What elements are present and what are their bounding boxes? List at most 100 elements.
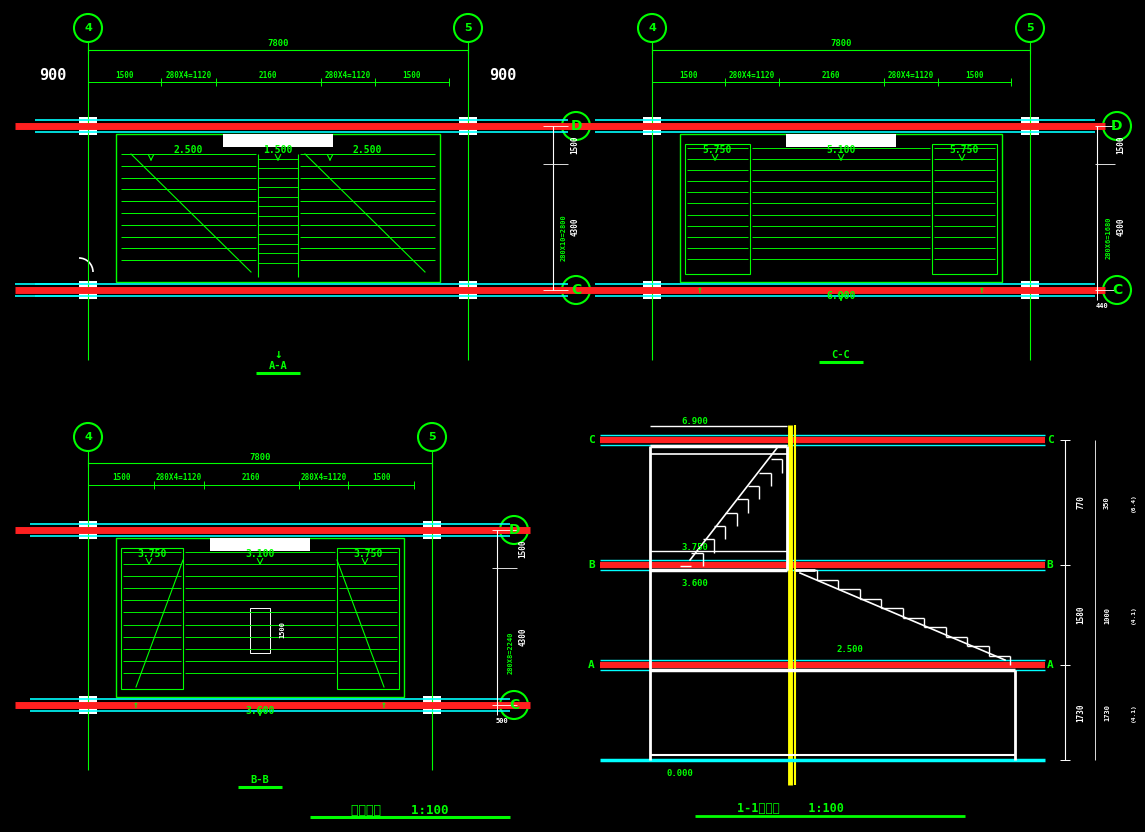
Bar <box>680 134 1002 282</box>
Text: D: D <box>1112 119 1123 133</box>
Text: 280X6=1680: 280X6=1680 <box>1106 217 1112 260</box>
Bar <box>121 548 183 689</box>
Text: 280X10=2800: 280X10=2800 <box>561 215 567 261</box>
Text: 280X4=1120: 280X4=1120 <box>300 473 347 483</box>
Circle shape <box>1016 14 1044 42</box>
Bar <box>932 144 997 274</box>
Text: (6.4): (6.4) <box>1130 493 1136 512</box>
Text: 500: 500 <box>496 718 508 724</box>
Text: C-C: C-C <box>831 350 851 360</box>
Bar <box>337 548 398 689</box>
Text: C: C <box>1047 435 1053 445</box>
Bar <box>685 144 750 274</box>
Text: A: A <box>589 660 595 670</box>
Text: 4300: 4300 <box>519 627 528 646</box>
Bar <box>121 548 183 689</box>
Text: 7800: 7800 <box>830 39 852 48</box>
Text: A-A: A-A <box>269 361 287 371</box>
Bar <box>79 281 97 299</box>
Bar <box>643 117 661 135</box>
Circle shape <box>500 691 528 719</box>
Text: 2.500: 2.500 <box>837 646 863 655</box>
Text: ↑: ↑ <box>979 285 985 295</box>
Text: 280X4=1120: 280X4=1120 <box>887 71 934 80</box>
Text: (4.1): (4.1) <box>1130 703 1136 722</box>
Text: 5: 5 <box>1026 23 1034 33</box>
Text: C: C <box>589 435 595 445</box>
Text: 6.900: 6.900 <box>827 291 855 301</box>
Text: 3.750: 3.750 <box>137 549 167 559</box>
Circle shape <box>74 14 102 42</box>
Circle shape <box>500 516 528 544</box>
Text: 1500: 1500 <box>965 71 984 80</box>
Bar <box>210 538 310 551</box>
Bar <box>459 117 477 135</box>
Bar <box>423 521 441 539</box>
Circle shape <box>1103 112 1131 140</box>
Text: 2.500: 2.500 <box>174 145 203 155</box>
Bar <box>250 608 270 653</box>
Text: 1580: 1580 <box>1076 606 1085 624</box>
Text: 2160: 2160 <box>242 473 260 483</box>
Text: 1500: 1500 <box>679 71 697 80</box>
Text: 280X4=1120: 280X4=1120 <box>156 473 202 483</box>
Text: B-B: B-B <box>251 775 269 785</box>
Text: 1500: 1500 <box>519 540 528 558</box>
Text: 3.750: 3.750 <box>681 542 709 552</box>
Text: 280X8=2240: 280X8=2240 <box>508 631 514 674</box>
Text: 4: 4 <box>84 23 92 33</box>
Text: ↓: ↓ <box>275 349 282 361</box>
Text: 1500: 1500 <box>570 136 579 154</box>
Text: 3.600: 3.600 <box>681 578 709 587</box>
Circle shape <box>418 423 447 451</box>
Bar <box>79 521 97 539</box>
Text: 7800: 7800 <box>267 39 289 48</box>
Text: 2160: 2160 <box>822 71 840 80</box>
Text: 2160: 2160 <box>259 71 277 80</box>
Text: 3.100: 3.100 <box>245 549 275 559</box>
Text: A: A <box>1047 660 1053 670</box>
Circle shape <box>1103 276 1131 304</box>
Text: 350: 350 <box>1104 496 1110 509</box>
Text: ↑: ↑ <box>381 700 387 710</box>
Bar <box>79 117 97 135</box>
Text: 900: 900 <box>39 67 66 82</box>
Text: 440: 440 <box>1096 303 1108 309</box>
Text: 5: 5 <box>464 23 472 33</box>
Bar <box>459 281 477 299</box>
Text: ↑: ↑ <box>133 700 139 710</box>
Text: ↑: ↑ <box>697 285 703 295</box>
Text: 1000: 1000 <box>1104 607 1110 623</box>
Circle shape <box>562 112 590 140</box>
Text: C: C <box>1112 283 1122 297</box>
Text: 1-1剖面图    1:100: 1-1剖面图 1:100 <box>736 801 844 815</box>
Text: D: D <box>508 523 520 537</box>
Text: 4: 4 <box>84 432 92 442</box>
Text: 楼梯详图    1:100: 楼梯详图 1:100 <box>352 804 449 816</box>
Text: 6.900: 6.900 <box>681 418 709 427</box>
Text: 1500: 1500 <box>372 473 390 483</box>
Text: D: D <box>570 119 582 133</box>
Circle shape <box>562 276 590 304</box>
Text: 5.100: 5.100 <box>827 145 855 155</box>
Circle shape <box>638 14 666 42</box>
Text: 1500: 1500 <box>112 473 131 483</box>
Text: 3.600: 3.600 <box>245 706 275 716</box>
Text: 0.000: 0.000 <box>666 770 694 779</box>
Text: 1730: 1730 <box>1076 703 1085 721</box>
Text: 4: 4 <box>648 23 656 33</box>
Bar <box>685 144 750 274</box>
Bar <box>116 134 440 282</box>
Bar <box>643 281 661 299</box>
Text: 7800: 7800 <box>250 453 270 462</box>
Bar <box>1021 281 1039 299</box>
Text: 900: 900 <box>489 67 516 82</box>
Circle shape <box>455 14 482 42</box>
Text: 280X4=1120: 280X4=1120 <box>325 71 371 80</box>
Text: 3.750: 3.750 <box>354 549 382 559</box>
Text: 4300: 4300 <box>1116 218 1126 236</box>
Text: C: C <box>508 698 519 712</box>
Text: B: B <box>1047 560 1053 570</box>
Text: 4300: 4300 <box>570 218 579 236</box>
Bar <box>250 608 270 653</box>
